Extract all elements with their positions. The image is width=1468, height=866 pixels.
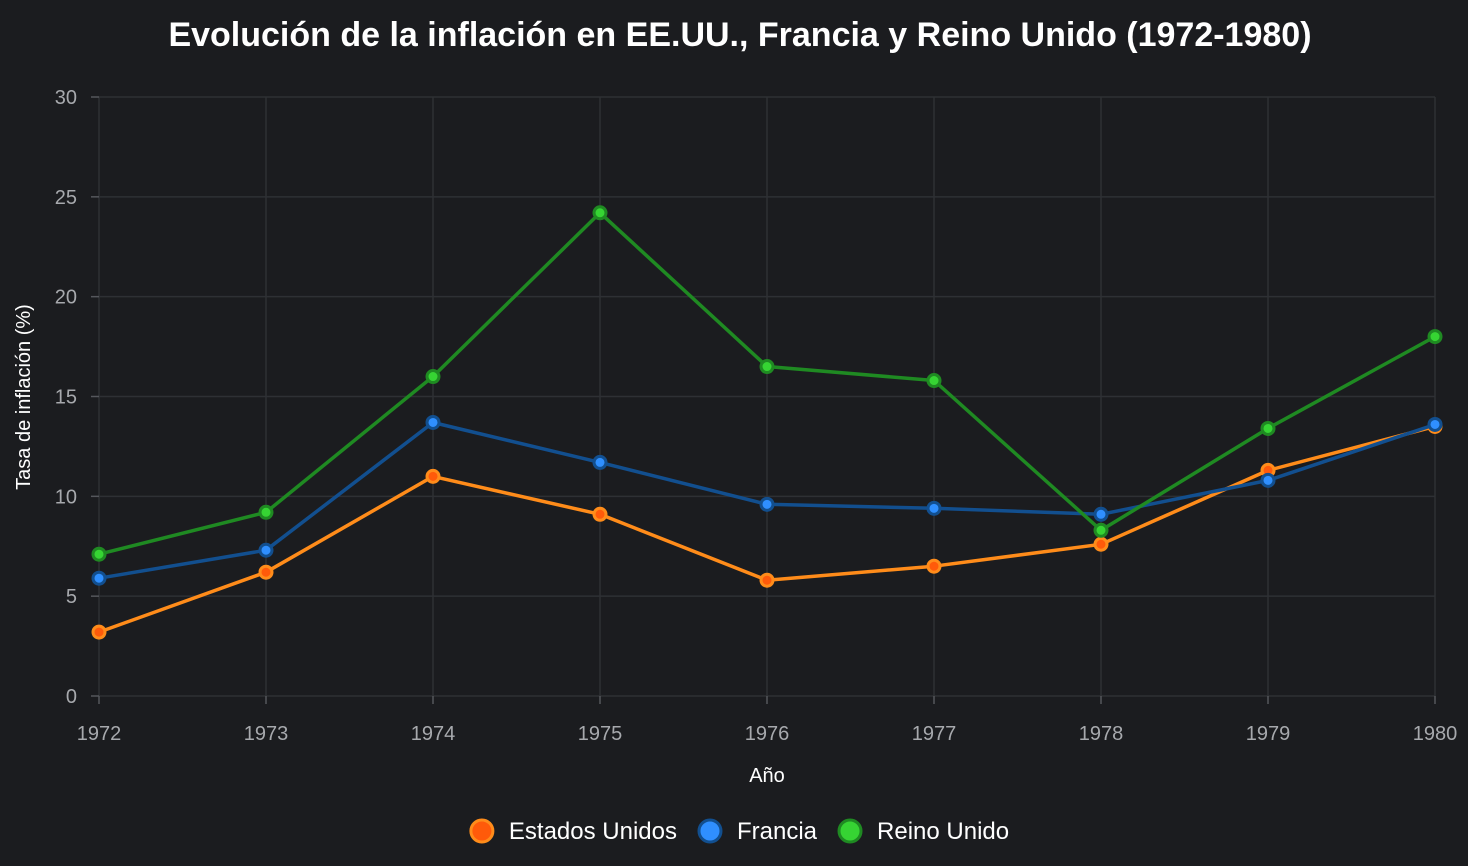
x-tick-label: 1972 bbox=[77, 723, 122, 745]
data-point[interactable] bbox=[425, 369, 441, 385]
legend-label: Francia bbox=[737, 818, 818, 845]
data-point[interactable] bbox=[926, 373, 942, 389]
x-tick-label: 1977 bbox=[912, 723, 957, 745]
legend-label: Estados Unidos bbox=[509, 818, 677, 845]
y-tick-label: 15 bbox=[55, 387, 77, 409]
data-point[interactable] bbox=[1260, 420, 1276, 436]
y-axis-ticks: 0 5 10 15 20 25 30 bbox=[55, 87, 99, 708]
data-point[interactable] bbox=[425, 468, 441, 484]
y-tick-label: 0 bbox=[66, 686, 77, 708]
series-francia bbox=[91, 414, 1443, 586]
y-tick-label: 5 bbox=[66, 586, 77, 608]
data-point[interactable] bbox=[258, 504, 274, 520]
y-tick-label: 30 bbox=[55, 87, 77, 109]
legend-marker bbox=[697, 818, 723, 844]
legend-item[interactable]: Reino Unido bbox=[837, 818, 1009, 845]
x-axis-label: Año bbox=[749, 765, 785, 787]
data-point[interactable] bbox=[91, 570, 107, 586]
chart-title: Evolución de la inflación en EE.UU., Fra… bbox=[168, 16, 1311, 54]
data-point[interactable] bbox=[759, 572, 775, 588]
data-point[interactable] bbox=[759, 359, 775, 375]
data-point[interactable] bbox=[425, 414, 441, 430]
x-tick-label: 1980 bbox=[1413, 723, 1458, 745]
legend-marker bbox=[837, 818, 863, 844]
x-axis-ticks: 1972 1973 1974 1975 1976 1977 1978 1979 1980 bbox=[77, 696, 1458, 745]
data-point[interactable] bbox=[91, 546, 107, 562]
x-tick-label: 1979 bbox=[1246, 723, 1291, 745]
y-axis-label: Tasa de inflación (%) bbox=[13, 304, 35, 490]
data-point[interactable] bbox=[1427, 329, 1443, 345]
data-point[interactable] bbox=[1260, 472, 1276, 488]
legend-item[interactable]: Francia bbox=[697, 818, 818, 845]
series-group bbox=[91, 205, 1443, 640]
data-point[interactable] bbox=[258, 564, 274, 580]
data-point[interactable] bbox=[592, 506, 608, 522]
legend: Estados Unidos Francia Reino Unido bbox=[469, 818, 1009, 845]
legend-label: Reino Unido bbox=[877, 818, 1009, 845]
x-tick-label: 1978 bbox=[1079, 723, 1124, 745]
legend-item[interactable]: Estados Unidos bbox=[469, 818, 677, 845]
data-point[interactable] bbox=[1427, 416, 1443, 432]
data-point[interactable] bbox=[926, 558, 942, 574]
x-tick-label: 1974 bbox=[411, 723, 456, 745]
series-reino-unido bbox=[91, 205, 1443, 562]
legend-marker bbox=[469, 818, 495, 844]
data-point[interactable] bbox=[1093, 506, 1109, 522]
data-point[interactable] bbox=[592, 205, 608, 221]
data-point[interactable] bbox=[1093, 522, 1109, 538]
data-point[interactable] bbox=[1093, 536, 1109, 552]
y-tick-label: 25 bbox=[55, 187, 77, 209]
y-tick-label: 10 bbox=[55, 486, 77, 508]
x-tick-label: 1975 bbox=[578, 723, 623, 745]
x-tick-label: 1976 bbox=[745, 723, 790, 745]
data-point[interactable] bbox=[258, 542, 274, 558]
data-point[interactable] bbox=[91, 624, 107, 640]
data-point[interactable] bbox=[592, 454, 608, 470]
y-tick-label: 20 bbox=[55, 287, 77, 309]
x-tick-label: 1973 bbox=[244, 723, 289, 745]
data-point[interactable] bbox=[759, 496, 775, 512]
data-point[interactable] bbox=[926, 500, 942, 516]
